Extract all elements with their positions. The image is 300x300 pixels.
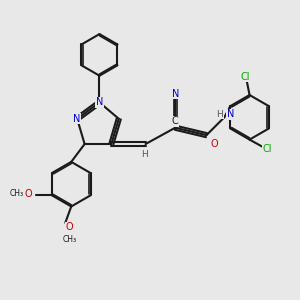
Text: CH₃: CH₃	[9, 189, 23, 198]
Text: Cl: Cl	[240, 72, 250, 82]
Text: Cl: Cl	[263, 143, 272, 154]
Text: C: C	[172, 116, 178, 126]
Text: O: O	[66, 222, 74, 232]
Text: CH₃: CH₃	[63, 235, 77, 244]
Text: H: H	[217, 110, 223, 119]
Text: N: N	[172, 88, 179, 98]
Text: H: H	[141, 150, 147, 159]
Text: N: N	[74, 114, 81, 124]
Text: N: N	[226, 109, 234, 119]
Text: O: O	[210, 139, 218, 149]
Text: O: O	[25, 189, 33, 199]
Text: N: N	[96, 98, 103, 107]
